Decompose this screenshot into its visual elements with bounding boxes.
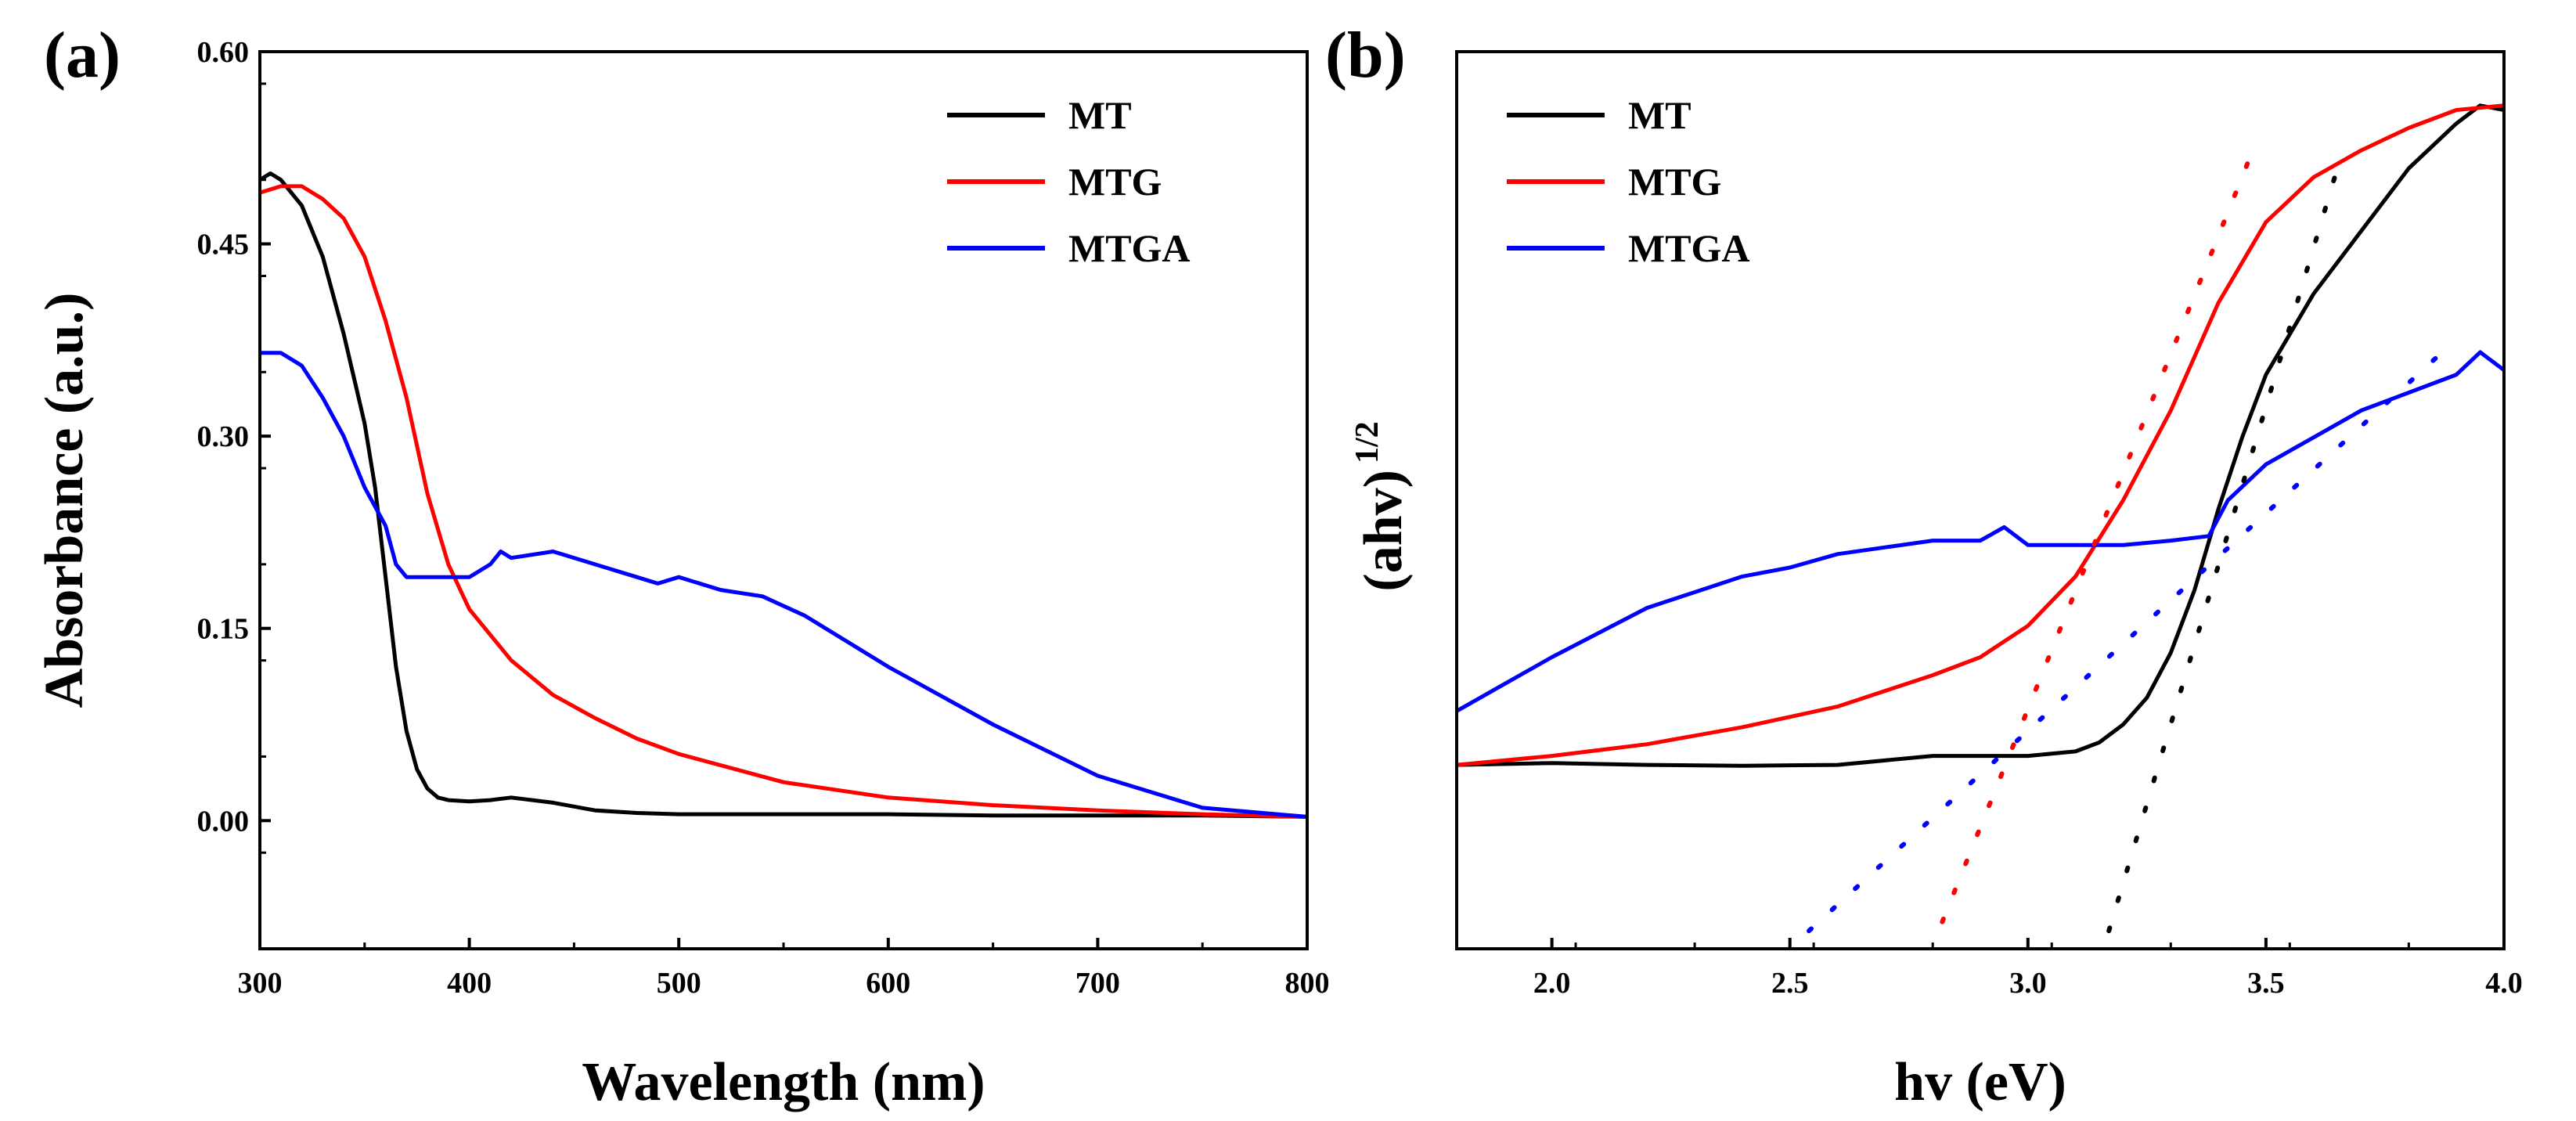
legend-label-mt: MT — [1628, 93, 1692, 137]
x-tick-label: 600 — [866, 967, 910, 1000]
x-tick-label: 3.5 — [2247, 967, 2285, 1000]
series-line-mt — [258, 171, 1308, 819]
x-tick-label: 3.0 — [2009, 967, 2047, 1000]
x-tick-label: 800 — [1285, 967, 1330, 1000]
x-tick-label: 2.5 — [1771, 967, 1809, 1000]
panel-a-y-axis-title: Absorbance (a.u.) — [34, 293, 95, 708]
x-tick-label: 500 — [657, 967, 701, 1000]
y-tick-label: 0.15 — [197, 613, 250, 646]
series-line-mtg — [1456, 103, 2505, 767]
panel-a-legend: MT MTG MTGA — [947, 93, 1191, 270]
series-line-mt — [1456, 103, 2505, 768]
x-tick-label: 2.0 — [1533, 967, 1571, 1000]
panel-b-label: (b) — [1325, 19, 1406, 92]
series-line-mtg — [259, 184, 1308, 819]
legend-label-mtg: MTG — [1068, 160, 1162, 204]
legend-label-mtga: MTGA — [1628, 226, 1750, 270]
panel-a-label: (a) — [44, 19, 121, 92]
x-tick-label: 700 — [1075, 967, 1120, 1000]
x-tick-label: 400 — [447, 967, 492, 1000]
panel-b-frame — [1455, 50, 2506, 950]
panel-a-x-axis-title: Wavelength (nm) — [582, 1052, 985, 1112]
legend-label-mtg: MTG — [1628, 160, 1721, 204]
panel-b-tauc-chart: (b) 2.0 2.5 3.0 3.5 4.0 hv (eV) (ahv) 1/2 MT… — [1325, 19, 2523, 1112]
panel-a-absorbance-chart: (a) 300 400 500 600 700 800 0.00 0.15 0.30 0.45 0.… — [34, 19, 1330, 1112]
tangent-line-mtga — [1807, 354, 2440, 934]
y-tick-label: 0.45 — [197, 229, 250, 261]
panel-b-y-axis-superscript: 1/2 — [1349, 421, 1385, 463]
x-tick-label: 300 — [238, 967, 283, 1000]
legend-label-mtga: MTGA — [1068, 226, 1191, 270]
panel-b-legend: MT MTG MTGA — [1507, 93, 1750, 270]
panel-b-y-axis-title: (ahv) — [1353, 470, 1414, 592]
x-tick-label: 4.0 — [2485, 967, 2523, 1000]
series-line-mtga — [260, 351, 1308, 819]
legend-label-mt: MT — [1068, 93, 1132, 137]
panel-b-y-axis-title-group: (ahv) 1/2 — [1349, 421, 1414, 591]
y-tick-label: 0.60 — [197, 36, 250, 69]
panel-b-x-axis-title: hv (eV) — [1894, 1052, 2066, 1112]
y-tick-label: 0.00 — [197, 805, 250, 838]
y-tick-label: 0.30 — [197, 420, 250, 453]
